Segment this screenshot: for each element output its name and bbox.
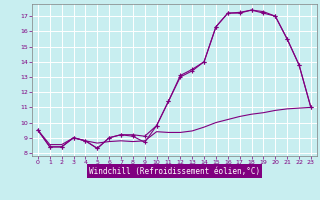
X-axis label: Windchill (Refroidissement éolien,°C): Windchill (Refroidissement éolien,°C)	[89, 167, 260, 176]
